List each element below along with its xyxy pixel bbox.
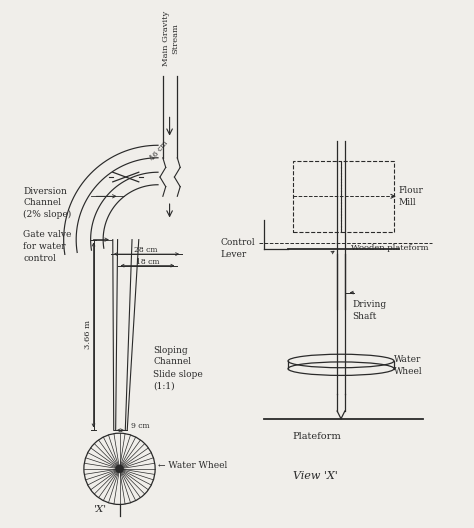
Text: 3.66 m: 3.66 m [84,320,92,350]
Text: Flour
Mill: Flour Mill [399,186,424,206]
Text: View 'X': View 'X' [293,471,337,481]
Text: Water
Wheel: Water Wheel [394,355,423,376]
Text: Gate valve
for water
control: Gate valve for water control [23,230,72,262]
Bar [341,161,394,232]
Text: 28 cm: 28 cm [134,246,157,254]
Text: 'X': 'X' [94,505,107,514]
Ellipse shape [288,354,394,367]
Text: ← Water Wheel: ← Water Wheel [158,461,227,470]
Text: Wooden plateform: Wooden plateform [351,244,428,252]
Text: Slide slope
(1:1): Slide slope (1:1) [153,370,203,390]
Bar [293,161,341,232]
Text: 9 cm: 9 cm [131,422,150,430]
Text: Control
Lever: Control Lever [220,238,255,259]
Text: Plateform: Plateform [293,432,342,441]
Text: Driving
Shaft: Driving Shaft [353,300,387,321]
Text: 18 cm: 18 cm [136,258,159,266]
Text: 46 cm: 46 cm [148,139,170,163]
Text: Diversion
Channel
(2% slope): Diversion Channel (2% slope) [23,187,72,220]
Circle shape [116,465,123,473]
Text: Sloping
Channel: Sloping Channel [153,345,191,366]
Text: Main Gravity
Stream: Main Gravity Stream [162,11,179,67]
